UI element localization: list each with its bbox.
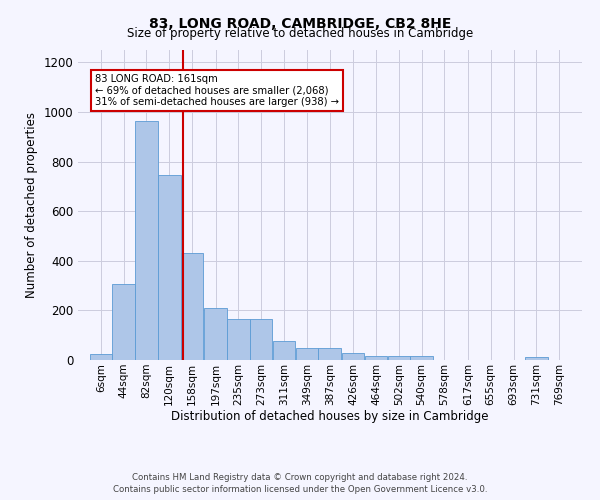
Bar: [388, 356, 410, 360]
Bar: [181, 254, 203, 360]
Bar: [525, 357, 548, 360]
Text: Contains HM Land Registry data © Crown copyright and database right 2024.
Contai: Contains HM Land Registry data © Crown c…: [113, 472, 487, 494]
Bar: [342, 352, 364, 360]
Bar: [319, 348, 341, 360]
Text: 83, LONG ROAD, CAMBRIDGE, CB2 8HE: 83, LONG ROAD, CAMBRIDGE, CB2 8HE: [149, 18, 451, 32]
Bar: [112, 284, 135, 360]
Bar: [135, 120, 158, 360]
Bar: [205, 308, 227, 360]
Bar: [89, 354, 112, 360]
Bar: [227, 319, 250, 360]
Bar: [158, 175, 181, 360]
Text: 83 LONG ROAD: 161sqm
← 69% of detached houses are smaller (2,068)
31% of semi-de: 83 LONG ROAD: 161sqm ← 69% of detached h…: [95, 74, 339, 107]
Y-axis label: Number of detached properties: Number of detached properties: [25, 112, 38, 298]
Bar: [365, 356, 387, 360]
X-axis label: Distribution of detached houses by size in Cambridge: Distribution of detached houses by size …: [171, 410, 489, 424]
Bar: [296, 348, 318, 360]
Text: Size of property relative to detached houses in Cambridge: Size of property relative to detached ho…: [127, 28, 473, 40]
Bar: [250, 319, 272, 360]
Bar: [273, 342, 295, 360]
Bar: [410, 356, 433, 360]
